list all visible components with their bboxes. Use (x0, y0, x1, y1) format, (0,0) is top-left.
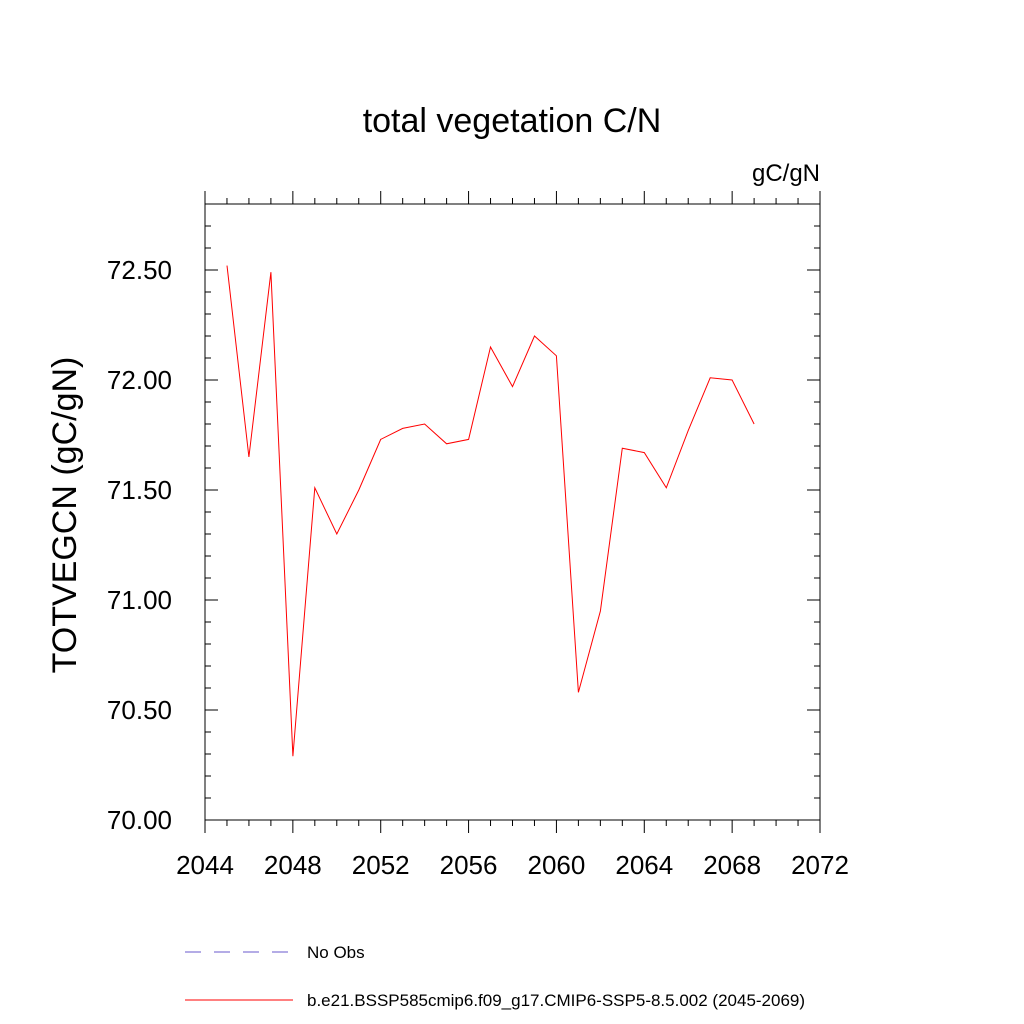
y-tick-label: 70.00 (107, 805, 172, 835)
legend-label-model: b.e21.BSSP585cmip6.f09_g17.CMIP6-SSP5-8.… (307, 991, 805, 1010)
y-tick-label: 72.00 (107, 365, 172, 395)
x-tick-label: 2072 (791, 850, 849, 880)
units-label: gC/gN (752, 160, 820, 187)
y-tick-label: 71.00 (107, 585, 172, 615)
y-tick-labels: 70.00 70.50 71.00 71.50 72.00 72.50 (107, 255, 172, 835)
y-tick-label: 70.50 (107, 695, 172, 725)
series-group (226, 265, 755, 757)
x-tick-label: 2060 (528, 850, 586, 880)
x-tick-label: 2068 (703, 850, 761, 880)
y-axis-label: TOTVEGCN (gC/gN) (46, 357, 84, 674)
y-tick-label: 72.50 (107, 255, 172, 285)
x-tick-label: 2064 (615, 850, 673, 880)
y-tick-label: 71.50 (107, 475, 172, 505)
x-tick-labels: 2044 2048 2052 2056 2060 2064 2068 2072 (176, 850, 849, 880)
axis-ticks (204, 191, 821, 833)
x-tick-label: 2056 (440, 850, 498, 880)
x-tick-label: 2048 (264, 850, 322, 880)
x-tick-label: 2044 (176, 850, 234, 880)
legend: No Obs b.e21.BSSP585cmip6.f09_g17.CMIP6-… (185, 943, 805, 1010)
plot-frame (204, 203, 821, 821)
series-line (226, 265, 755, 757)
chart-title: total vegetation C/N (363, 102, 662, 140)
x-tick-label: 2052 (352, 850, 410, 880)
legend-label-no-obs: No Obs (307, 943, 365, 962)
